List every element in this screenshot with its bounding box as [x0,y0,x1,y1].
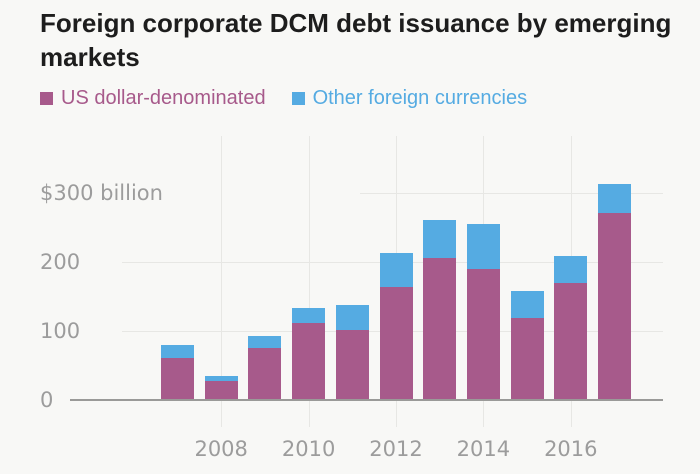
bar-2012-usd-segment [379,286,413,400]
bar-2007-usd-segment [161,357,194,400]
bar-2015-other-currencies-segment [510,290,544,319]
bar-2014 [466,224,500,400]
x-tick-label-2012: 2012 [369,437,423,461]
gridline-300 [360,192,663,194]
bar-2014-other-currencies-segment [466,224,500,269]
bar-2009-usd-segment [248,348,282,400]
bar-2011-other-currencies-segment [335,304,369,330]
legend: US dollar-denominated Other foreign curr… [40,86,527,110]
bar-2010-other-currencies-segment [292,308,326,323]
y-tick-label-300: $300 billion [40,180,163,205]
bar-2014-usd-segment [466,268,500,400]
bar-2017-other-currencies-segment [598,183,631,214]
bar-2012-other-currencies-segment [379,252,413,287]
x-tick-label-2010: 2010 [281,437,336,461]
bar-2015-usd-segment [510,318,544,400]
bar-2013 [423,219,457,400]
y-tick-label-200: 200 [40,249,81,274]
x-tick-label-2016: 2016 [544,437,598,461]
bar-2009 [248,335,282,400]
bar-2007 [161,345,194,400]
gridline-vertical-2008 [221,136,223,427]
bar-2011 [335,304,369,400]
bar-2017 [598,183,631,400]
bar-2007-other-currencies-segment [161,345,194,358]
legend-label-other-currencies: Other foreign currencies [312,86,528,109]
gridline-vertical-2010 [308,136,310,427]
bar-2016-usd-segment [554,282,588,400]
bar-2016 [554,256,588,400]
bar-2009-other-currencies-segment [248,335,282,349]
bar-2008-usd-segment [204,381,238,400]
legend-item-us-dollar: US dollar-denominated [40,87,266,110]
chart-title-line2: markets [40,42,140,72]
x-axis-baseline [70,399,663,401]
chart-title: Foreign corporate DCM debt issuance by e… [40,6,680,74]
bar-2015 [510,290,544,400]
legend-item-other-currencies: Other foreign currencies [291,86,528,110]
legend-label-us-dollar: US dollar-denominated [61,86,266,109]
x-tick-label-2008: 2008 [194,437,248,461]
chart-title-line1: Foreign corporate DCM debt issuance by e… [40,8,672,38]
bar-2010-usd-segment [292,322,326,400]
bar-2013-other-currencies-segment [423,219,457,258]
legend-swatch-other-currencies [291,91,305,105]
bar-2013-usd-segment [423,257,457,400]
bar-2012 [379,252,413,400]
bar-2008-other-currencies-segment [204,375,238,382]
y-tick-label-100: 100 [40,318,81,343]
bar-2008 [204,375,238,400]
x-tick-label-2014: 2014 [456,437,511,461]
bar-2017-usd-segment [598,213,631,400]
bar-2016-other-currencies-segment [554,256,588,283]
bar-2011-usd-segment [335,329,369,400]
y-tick-label-0: 0 [40,388,54,412]
bar-2010 [292,308,326,400]
legend-swatch-us-dollar [40,91,53,105]
